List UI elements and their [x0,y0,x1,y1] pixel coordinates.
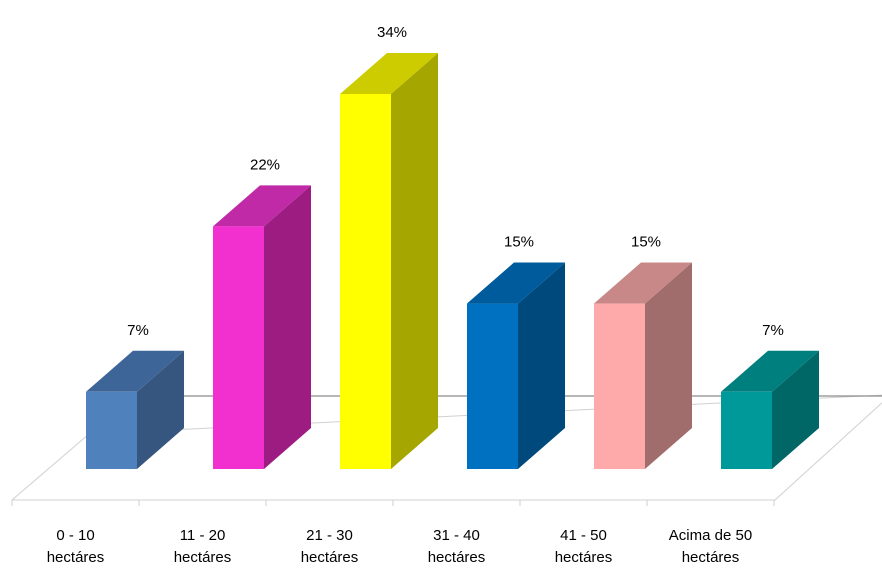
bar-top-face [86,350,184,392]
data-label: 22% [250,156,280,173]
category-label: Acima de 50 hectáres [669,527,752,566]
bar-top-face [721,350,819,392]
bar-2 [340,53,438,469]
chart-category-labels: 0 - 10 hectáres 11 - 20 hectáres 21 - 30 hect… [47,527,752,566]
data-label: 7% [127,322,149,339]
bar-4 [594,262,692,469]
category-label: 0 - 10 hectáres [47,527,105,566]
bar-top-face [467,262,565,304]
bar-1 [213,185,311,469]
category-label: 21 - 30 hectáres [301,527,359,566]
chart-data-labels: 7% 22% 34% 15% 15% 7% [127,24,784,339]
bar-side-face [518,262,565,469]
bar-side-face [645,262,692,469]
bar-5 [721,350,819,469]
bar-front-face [721,391,772,469]
chart-bars [86,53,819,469]
category-label: 31 - 40 hectáres [428,527,486,566]
bar-top-face [340,53,438,94]
data-label: 15% [631,234,661,251]
category-label: 41 - 50 hectáres [555,527,613,566]
bar-side-face [137,350,184,469]
bar-front-face [86,391,137,469]
bar-0 [86,350,184,469]
bar-top-face [213,185,311,227]
bar-side-face [391,53,438,469]
bar-side-face [264,185,311,469]
data-label: 34% [377,24,407,41]
bar-front-face [594,303,645,469]
bar-side-face [772,350,819,469]
bar-front-face [213,226,264,469]
bar-3 [467,262,565,469]
bar-top-face [594,262,692,304]
data-label: 15% [504,234,534,251]
data-label: 7% [762,322,784,339]
bar-front-face [340,94,391,469]
category-label: 11 - 20 hectáres [174,527,232,566]
bar-front-face [467,303,518,469]
